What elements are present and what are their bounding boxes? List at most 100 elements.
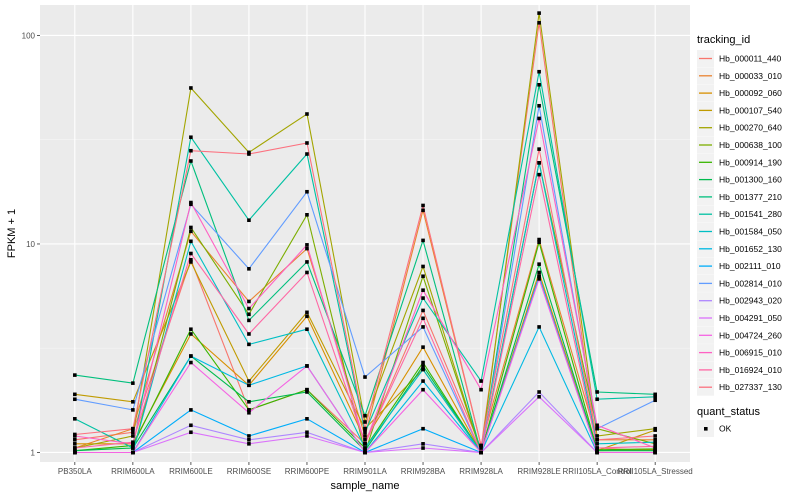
data-point [653,440,657,444]
x-tick-label: RRIM600SE [227,467,271,476]
data-point [73,397,77,402]
data-point [363,438,367,442]
y-tick-label: 100 [22,31,36,40]
x-axis-title: sample_name [330,480,399,492]
legend-label: Hb_001652_130 [719,244,782,254]
x-tick-label: RRII105LA_Control [562,467,632,476]
data-point [305,152,309,156]
data-point [247,299,251,304]
data-point [363,430,367,435]
data-point [537,394,541,399]
data-point [305,387,309,392]
data-point [247,438,251,442]
data-point [189,430,193,435]
data-point [247,306,251,311]
data-point [537,262,541,266]
data-point [595,397,599,402]
data-point [595,390,599,394]
data-point [479,446,483,450]
data-point [189,360,193,365]
legend-label: Hb_000914_190 [719,157,782,167]
data-point [131,450,135,455]
data-point [421,238,425,243]
data-point [653,394,657,399]
legend-label: Hb_000092_060 [719,88,782,98]
data-point [421,203,425,208]
data-point [595,438,599,442]
data-point [305,434,309,438]
data-point [537,274,541,279]
data-point [479,443,483,448]
legend-title-tracking-id: tracking_id [697,34,750,46]
data-point [653,438,657,442]
data-point [421,308,425,313]
data-point [131,408,135,412]
data-point [421,208,425,213]
x-axis: PB350LA RRIM600LA RRIM600LE RRIM600SE RRIM60… [58,462,693,476]
legend-label: Hb_002111_010 [719,261,781,271]
legend-label: Hb_027337_130 [719,382,782,392]
legend-label: OK [719,424,732,434]
x-tick-label: RRII105LA_Stressed [618,467,693,476]
data-point [421,387,425,392]
data-point [305,141,309,145]
data-point [189,239,193,244]
data-point [189,159,193,163]
data-point [247,379,251,383]
data-point [421,379,425,383]
data-point [479,387,483,392]
data-point [189,327,193,332]
legend-label: Hb_002814_010 [719,278,782,288]
y-axis-title: FPKM + 1 [6,209,18,258]
data-point [595,434,599,438]
data-point [305,364,309,368]
data-point [537,270,541,275]
data-point [479,379,483,383]
data-point [189,251,193,256]
data-point [73,392,77,397]
data-point [73,373,77,377]
x-tick-label: RRIM600LE [169,467,213,476]
data-point [595,426,599,431]
legend-point-shape [704,427,708,431]
data-point [189,135,193,140]
legend-label: Hb_004291_050 [719,313,782,323]
data-point [189,225,193,230]
data-point [421,360,425,365]
data-point [247,332,251,336]
data-point [189,229,193,234]
data-point [421,364,425,368]
data-point [131,440,135,444]
data-point [653,426,657,431]
data-point [73,442,77,446]
data-point [247,152,251,156]
y-axis: 1 10 100 [22,31,40,457]
data-point [189,260,193,264]
data-point [421,442,425,446]
data-point [189,257,193,262]
data-point [537,11,541,15]
data-point [363,426,367,431]
data-point [421,345,425,349]
data-point [421,367,425,372]
data-point [537,237,541,242]
data-point [537,21,541,25]
x-tick-label: RRIM901LA [343,467,387,476]
data-point [305,270,309,275]
x-tick-label: RRIM600LA [111,467,155,476]
data-point [537,277,541,281]
data-point [305,417,309,421]
data-point [537,116,541,121]
data-point [305,310,309,315]
data-point [305,430,309,435]
data-point [653,444,657,449]
data-point [421,274,425,279]
data-point [421,288,425,293]
x-tick-label: RRIM928LE [517,467,561,476]
data-point [653,392,657,397]
x-tick-label: RRIM600PE [285,467,329,476]
data-point [537,240,541,244]
series-points [73,11,657,455]
data-point [131,434,135,438]
data-point [653,450,657,455]
